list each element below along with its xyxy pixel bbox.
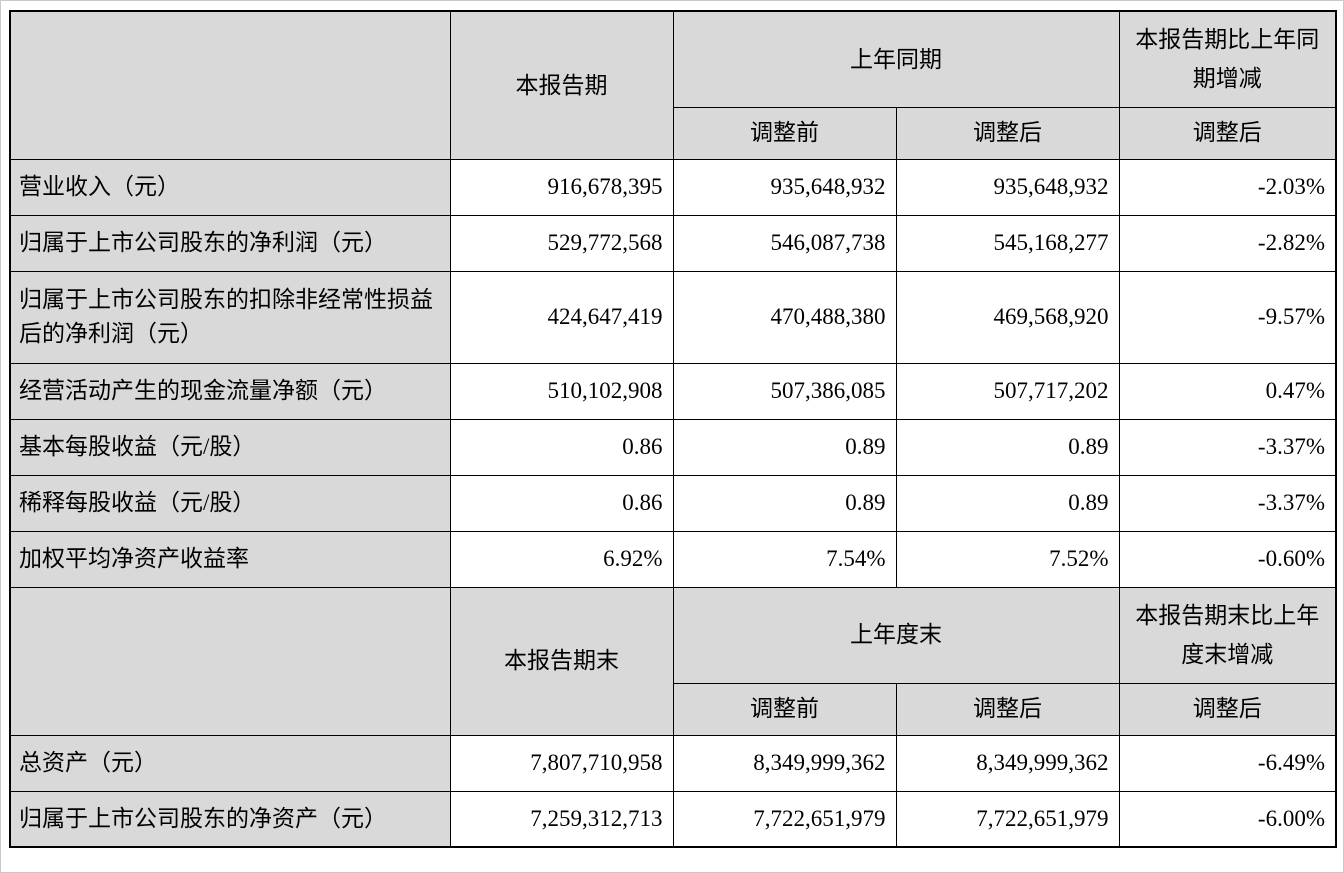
cell-current: 529,772,568 <box>449 214 674 272</box>
subheader-change-after-adjust: 调整后 <box>1118 106 1337 160</box>
table-row: 稀释每股收益（元/股） 0.86 0.89 0.89 -3.37% <box>9 474 1337 532</box>
cell-after: 7.52% <box>895 530 1120 588</box>
header-change-period-end: 本报告期末比上年度末增减 <box>1118 586 1337 684</box>
cell-change: -3.37% <box>1118 418 1337 476</box>
cell-after: 7,722,651,979 <box>895 790 1120 848</box>
subheader-after-adjust-2: 调整后 <box>895 682 1120 736</box>
cell-change: 0.47% <box>1118 362 1337 420</box>
subheader-before-adjust-2: 调整前 <box>672 682 897 736</box>
cell-change: -9.57% <box>1118 270 1337 364</box>
cell-change: -6.49% <box>1118 734 1337 792</box>
cell-current: 6.92% <box>449 530 674 588</box>
table-row: 加权平均净资产收益率 6.92% 7.54% 7.52% -0.60% <box>9 530 1337 588</box>
cell-before: 8,349,999,362 <box>672 734 897 792</box>
cell-current: 0.86 <box>449 474 674 532</box>
cell-after: 469,568,920 <box>895 270 1120 364</box>
header-subrow-period: 调整前 调整后 调整后 <box>10 106 1337 160</box>
header-current-period-end: 本报告期末 <box>449 586 674 736</box>
table-row: 归属于上市公司股东的净利润（元） 529,772,568 546,087,738… <box>9 214 1337 272</box>
cell-current: 916,678,395 <box>449 158 674 216</box>
row-label: 总资产（元） <box>9 734 451 792</box>
cell-before: 7,722,651,979 <box>672 790 897 848</box>
table-row: 经营活动产生的现金流量净额（元） 510,102,908 507,386,085… <box>9 362 1337 420</box>
cell-after: 0.89 <box>895 418 1120 476</box>
header-row-period-end: 本报告期末 上年度末 本报告期末比上年度末增减 <box>9 586 1337 736</box>
table-row: 营业收入（元） 916,678,395 935,648,932 935,648,… <box>9 158 1337 216</box>
subheader-change-after-adjust-2: 调整后 <box>1118 682 1337 736</box>
cell-current: 0.86 <box>449 418 674 476</box>
cell-before: 0.89 <box>672 418 897 476</box>
cell-after: 545,168,277 <box>895 214 1120 272</box>
corner-cell <box>9 10 451 160</box>
row-label: 基本每股收益（元/股） <box>9 418 451 476</box>
cell-before: 546,087,738 <box>672 214 897 272</box>
cell-before: 507,386,085 <box>672 362 897 420</box>
cell-change: -2.03% <box>1118 158 1337 216</box>
row-label: 稀释每股收益（元/股） <box>9 474 451 532</box>
cell-before: 7.54% <box>672 530 897 588</box>
table-row: 归属于上市公司股东的净资产（元） 7,259,312,713 7,722,651… <box>9 790 1337 848</box>
cell-after: 8,349,999,362 <box>895 734 1120 792</box>
header-row-period: 本报告期 上年同期 本报告期比上年同期增减 <box>9 10 1337 160</box>
cell-current: 424,647,419 <box>449 270 674 364</box>
row-label: 归属于上市公司股东的扣除非经常性损益后的净利润（元） <box>9 270 451 364</box>
cell-change: -3.37% <box>1118 474 1337 532</box>
row-label: 经营活动产生的现金流量净额（元） <box>9 362 451 420</box>
header-prior-year-end: 上年度末 <box>672 586 1120 684</box>
corner-cell-2 <box>9 586 451 736</box>
row-label: 归属于上市公司股东的净利润（元） <box>9 214 451 272</box>
cell-change: -0.60% <box>1118 530 1337 588</box>
financial-summary-table: 本报告期 上年同期 本报告期比上年同期增减 调整前 调整后 调整后 营业收入（元… <box>9 10 1337 848</box>
table-row: 归属于上市公司股东的扣除非经常性损益后的净利润（元） 424,647,419 4… <box>9 270 1337 364</box>
cell-before: 470,488,380 <box>672 270 897 364</box>
cell-change: -6.00% <box>1118 790 1337 848</box>
cell-current: 510,102,908 <box>449 362 674 420</box>
cell-current: 7,807,710,958 <box>449 734 674 792</box>
row-label: 加权平均净资产收益率 <box>9 530 451 588</box>
header-subrow-period-end: 调整前 调整后 调整后 <box>10 682 1337 736</box>
table-row: 基本每股收益（元/股） 0.86 0.89 0.89 -3.37% <box>9 418 1337 476</box>
cell-change: -2.82% <box>1118 214 1337 272</box>
table-row: 总资产（元） 7,807,710,958 8,349,999,362 8,349… <box>9 734 1337 792</box>
cell-after: 507,717,202 <box>895 362 1120 420</box>
cell-before: 0.89 <box>672 474 897 532</box>
header-current-period: 本报告期 <box>449 10 674 160</box>
cell-after: 0.89 <box>895 474 1120 532</box>
row-label: 归属于上市公司股东的净资产（元） <box>9 790 451 848</box>
row-label: 营业收入（元） <box>9 158 451 216</box>
cell-current: 7,259,312,713 <box>449 790 674 848</box>
header-change-period: 本报告期比上年同期增减 <box>1118 10 1337 108</box>
subheader-before-adjust: 调整前 <box>672 106 897 160</box>
subheader-after-adjust: 调整后 <box>895 106 1120 160</box>
cell-after: 935,648,932 <box>895 158 1120 216</box>
cell-before: 935,648,932 <box>672 158 897 216</box>
header-prior-period: 上年同期 <box>672 10 1120 108</box>
